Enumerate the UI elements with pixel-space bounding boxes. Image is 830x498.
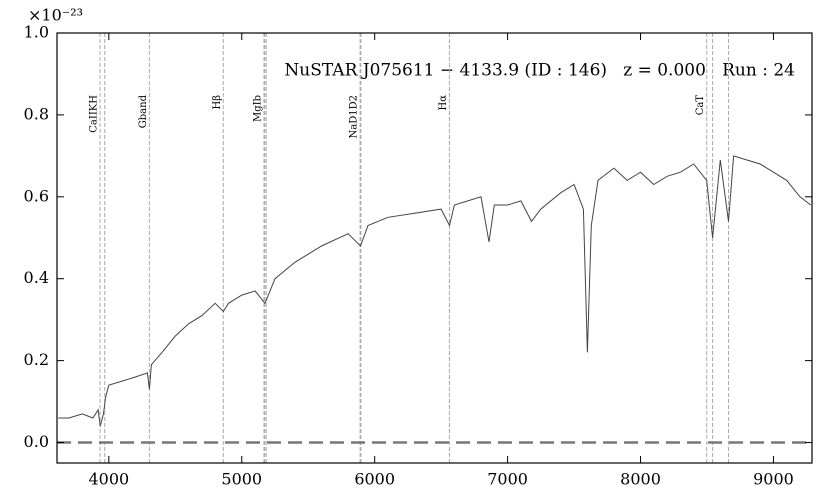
line-id-label: Gband (138, 94, 149, 128)
y-tick-label: 0.6 (24, 186, 49, 205)
x-tick-label: 9000 (753, 470, 794, 489)
y-multiplier: ×10⁻²³ (28, 6, 83, 25)
x-tick-label: 5000 (221, 470, 262, 489)
x-tick-label: 6000 (354, 470, 395, 489)
x-tick-label: 4000 (88, 470, 129, 489)
line-id-label: Hα (438, 95, 449, 111)
line-id-label: CaIIKH (89, 95, 100, 133)
y-tick-label: 1.0 (24, 23, 49, 42)
spectrum-line (58, 155, 812, 427)
y-tick-label: 0.4 (24, 268, 49, 287)
y-tick-label: 0.0 (24, 432, 49, 451)
x-tick-label: 7000 (487, 470, 528, 489)
line-id-label: MgIb (252, 95, 263, 122)
plot-frame (56, 32, 813, 464)
line-id-label: CaT (695, 95, 706, 116)
y-tick-label: 0.8 (24, 104, 49, 123)
x-tick-label: 8000 (620, 470, 661, 489)
line-id-label: Hβ (212, 95, 223, 110)
y-tick-label: 0.2 (24, 350, 49, 369)
line-id-label: NaD1D2 (349, 95, 360, 138)
chart-title: NuSTAR J075611 − 4133.9 (ID : 146) z = 0… (284, 61, 795, 81)
